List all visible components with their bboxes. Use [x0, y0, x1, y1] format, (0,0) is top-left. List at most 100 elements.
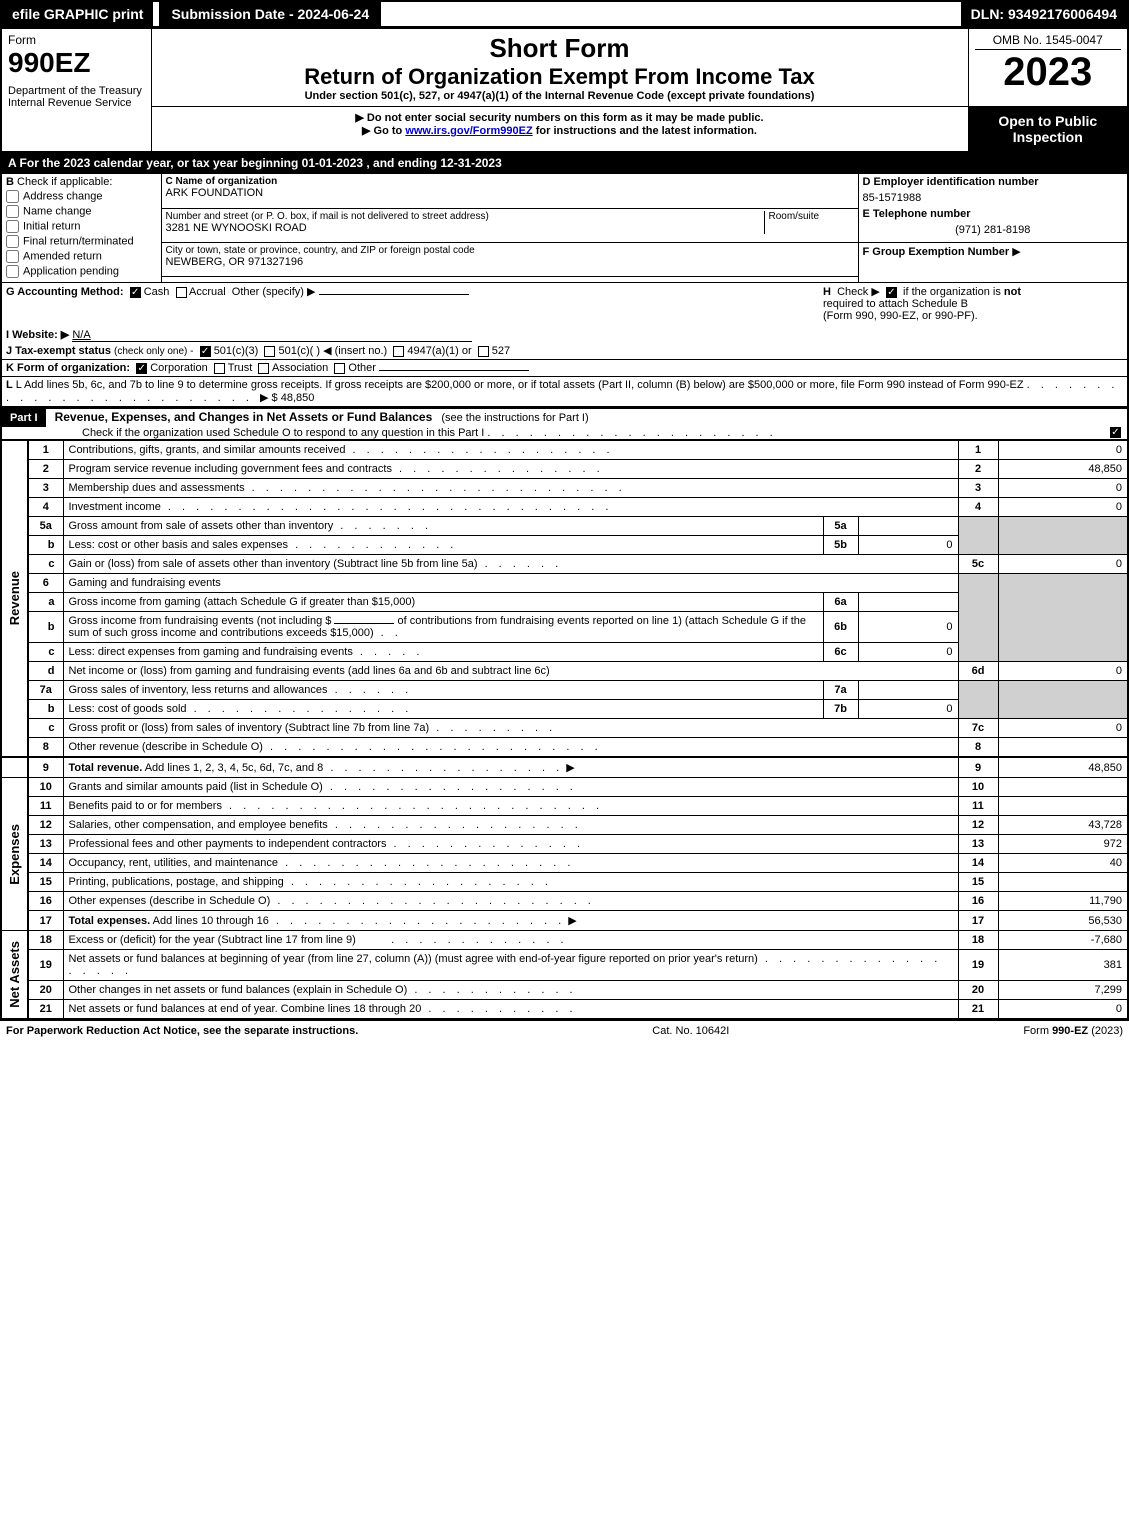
j-hint: (check only one) -: [114, 346, 193, 357]
line-6a-sub: 6a: [823, 593, 858, 612]
line-2-box: 2: [958, 460, 998, 479]
form-number: 990EZ: [8, 47, 145, 79]
j-501c3-check[interactable]: ✓: [200, 346, 211, 357]
line-7a-subamt: [858, 681, 958, 700]
accounting-label: G Accounting Method:: [6, 286, 124, 298]
form-word: Form: [8, 33, 145, 47]
notice2-post: for instructions and the latest informat…: [533, 125, 757, 137]
cash-label: Cash: [144, 286, 170, 298]
line-11-text: Benefits paid to or for members: [69, 800, 222, 812]
h-text2: if the organization is: [903, 286, 1004, 298]
l-text: L Add lines 5b, 6c, and 7b to line 9 to …: [16, 379, 1024, 391]
line-6a-no: a: [28, 593, 63, 612]
line-8-text: Other revenue (describe in Schedule O): [69, 741, 263, 753]
line-21-amt: 0: [998, 1000, 1128, 1020]
part1-hint: (see the instructions for Part I): [441, 412, 588, 424]
line-6b-no: b: [28, 612, 63, 643]
ein-label: D Employer identification number: [863, 176, 1124, 188]
k-corp-check[interactable]: ✓: [136, 363, 147, 374]
line-21-no: 21: [28, 1000, 63, 1020]
part1-schedule-o-check[interactable]: ✓: [1110, 427, 1121, 438]
j-501c-check[interactable]: [264, 346, 275, 357]
line-17-no: 17: [28, 911, 63, 931]
form-header: Form 990EZ Department of the Treasury In…: [0, 28, 1129, 153]
j-opt2: 501(c)( ) ◀ (insert no.): [279, 345, 388, 357]
line-8-no: 8: [28, 738, 63, 758]
dots-icon: . . . . . . . . . . . . . . . . . . . . …: [487, 427, 776, 439]
h-not: not: [1004, 286, 1021, 298]
line-3-amt: 0: [998, 479, 1128, 498]
efile-label: efile GRAPHIC print: [2, 2, 153, 26]
h-checkbox[interactable]: ✓: [886, 287, 897, 298]
top-bar: efile GRAPHIC print Submission Date - 20…: [0, 0, 1129, 28]
line-14-no: 14: [28, 854, 63, 873]
j-527-check[interactable]: [478, 346, 489, 357]
line-18-no: 18: [28, 931, 63, 950]
line-16-amt: 11,790: [998, 892, 1128, 911]
line-11-box: 11: [958, 797, 998, 816]
check-initial-return[interactable]: Initial return: [6, 220, 157, 233]
line-7b-text: Less: cost of goods sold: [69, 703, 187, 715]
line-16-text: Other expenses (describe in Schedule O): [69, 895, 271, 907]
line-7c-box: 7c: [958, 719, 998, 738]
accrual-checkbox[interactable]: [176, 287, 187, 298]
line-10-text: Grants and similar amounts paid (list in…: [69, 781, 323, 793]
j-opt4: 527: [492, 345, 510, 357]
j-4947-check[interactable]: [393, 346, 404, 357]
line-5a-no: 5a: [28, 517, 63, 536]
line-13-amt: 972: [998, 835, 1128, 854]
ssn-notice: ▶ Do not enter social security numbers o…: [158, 111, 962, 124]
line-12-text: Salaries, other compensation, and employ…: [69, 819, 328, 831]
line-17-text: Total expenses.: [69, 915, 151, 927]
line-6d-text: Net income or (loss) from gaming and fun…: [63, 662, 958, 681]
line-3-box: 3: [958, 479, 998, 498]
cash-checkbox[interactable]: ✓: [130, 287, 141, 298]
line-19-no: 19: [28, 950, 63, 981]
check-amended-return[interactable]: Amended return: [6, 250, 157, 263]
line-20-box: 20: [958, 981, 998, 1000]
k-other-check[interactable]: [334, 363, 345, 374]
line-14-box: 14: [958, 854, 998, 873]
expenses-label: Expenses: [7, 824, 22, 885]
line-8-amt: [998, 738, 1128, 758]
form-ref: Form 990-EZ (2023): [1023, 1025, 1123, 1037]
line-11-no: 11: [28, 797, 63, 816]
check-address-change[interactable]: Address change: [6, 190, 157, 203]
line-21-text: Net assets or fund balances at end of ye…: [69, 1003, 422, 1015]
phone-value: (971) 281-8198: [863, 220, 1124, 240]
h-check-text: Check ▶: [837, 286, 880, 298]
line-5a-text: Gross amount from sale of assets other t…: [69, 520, 334, 532]
check-final-return[interactable]: Final return/terminated: [6, 235, 157, 248]
check-name-change[interactable]: Name change: [6, 205, 157, 218]
line-5c-no: c: [28, 555, 63, 574]
website-value: N/A: [72, 329, 472, 342]
line-9-text: Total revenue.: [69, 762, 143, 774]
form-org-label: K Form of organization:: [6, 362, 130, 374]
short-form-title: Short Form: [158, 33, 962, 64]
addr-value: 3281 NE WYNOOSKI ROAD: [166, 222, 764, 234]
line-5b-text: Less: cost or other basis and sales expe…: [69, 539, 289, 551]
line-6b-text1: Gross income from fundraising events (no…: [69, 615, 332, 627]
addr-label: Number and street (or P. O. box, if mail…: [166, 211, 764, 222]
line-1-amt: 0: [998, 441, 1128, 460]
line-15-text: Printing, publications, postage, and shi…: [69, 876, 284, 888]
k-trust-check[interactable]: [214, 363, 225, 374]
k-assoc-check[interactable]: [258, 363, 269, 374]
line-4-amt: 0: [998, 498, 1128, 517]
subtitle: Under section 501(c), 527, or 4947(a)(1)…: [158, 90, 962, 102]
revenue-label: Revenue: [7, 571, 22, 625]
line-18-text: Excess or (deficit) for the year (Subtra…: [69, 934, 356, 946]
line-1-text: Contributions, gifts, grants, and simila…: [69, 444, 346, 456]
section-l-text: L: [6, 379, 13, 391]
k-other: Other: [348, 362, 376, 374]
line-17-text2: Add lines 10 through 16: [150, 915, 269, 927]
line-15-amt: [998, 873, 1128, 892]
part1-title: Revenue, Expenses, and Changes in Net As…: [49, 407, 439, 427]
line-7a-sub: 7a: [823, 681, 858, 700]
line-6b-sub: 6b: [823, 612, 858, 643]
check-application-pending[interactable]: Application pending: [6, 265, 157, 278]
k-assoc: Association: [272, 362, 328, 374]
irs-link[interactable]: www.irs.gov/Form990EZ: [405, 125, 532, 137]
line-7c-amt: 0: [998, 719, 1128, 738]
line-20-text: Other changes in net assets or fund bala…: [69, 984, 408, 996]
